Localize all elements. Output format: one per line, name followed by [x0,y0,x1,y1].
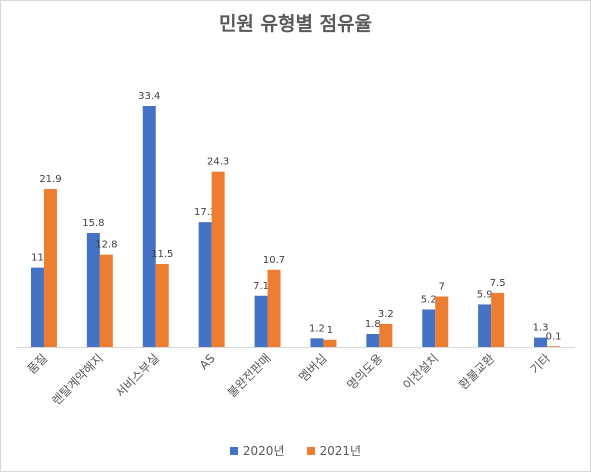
data-label-2021-4: 10.7 [263,255,285,266]
legend-label-2021: 2021년 [319,444,362,458]
bar-2021-3 [211,171,225,347]
legend-label-2020: 2020년 [242,444,285,458]
legend-item-2021: 2021년 [306,442,362,459]
x-tick-label-8: 환불교환 [456,351,497,392]
data-label-2021-8: 7.5 [490,278,506,289]
x-tick-label-1: 렌탈계약해지 [49,351,106,408]
data-label-2020-4: 7.1 [253,281,269,292]
bar-2021-8 [491,292,505,347]
bar-2020-5 [310,338,324,347]
bar-2021-0 [43,188,57,347]
data-label-2020-8: 5.9 [477,289,493,300]
legend-swatch-2020 [229,446,238,455]
data-label-2020-9: 1.3 [533,323,549,334]
x-tick-label-7: 이전설치 [400,351,441,392]
data-label-2021-0: 21.9 [39,174,61,185]
data-label-2021-3: 24.3 [207,157,229,168]
bar-2021-9 [547,346,561,347]
bar-2021-2 [155,264,169,347]
bar-2020-1 [86,232,100,347]
x-tick-label-5: 멤버십 [296,351,329,384]
bar-2020-7 [422,309,436,347]
data-label-2021-9: 0.1 [546,331,562,342]
data-label-2020-5: 1.2 [309,323,325,334]
x-tick-label-9: 기타 [528,351,554,377]
data-label-2020-0: 11 [31,253,44,264]
bar-2020-2 [142,106,156,347]
legend-item-2020: 2020년 [229,442,285,459]
chart-title: 민원 유형별 점유율 [218,13,373,35]
data-label-2020-1: 15.8 [82,218,104,229]
legend-swatch-2021 [306,446,315,455]
x-tick-label-3: AS [197,351,218,372]
bar-2021-7 [435,296,449,347]
data-label-2020-6: 1.8 [365,319,381,330]
chart-legend: 2020년 2021년 [0,442,591,459]
bar-2020-6 [366,334,380,347]
data-label-2021-2: 11.5 [151,249,173,260]
x-tick-label-6: 명의도용 [344,351,385,392]
bar-2021-6 [379,323,393,347]
x-tick-label-0: 품질 [25,351,51,377]
x-tick-label-4: 불완전판매 [225,351,274,400]
bar-2021-5 [323,339,337,347]
bar-2020-3 [198,222,212,347]
data-label-2021-6: 3.2 [378,309,394,320]
bar-2021-1 [99,254,113,347]
bar-2020-9 [534,337,548,347]
bar-2021-4 [267,269,281,347]
bar-2020-4 [254,295,268,347]
data-label-2020-3: 17.3 [194,207,216,218]
data-label-2021-1: 12.8 [95,240,117,251]
data-label-2021-5: 1 [327,325,333,336]
data-label-2020-7: 5.2 [421,294,437,305]
data-label-2021-7: 7 [439,281,445,292]
bar-2020-0 [30,267,44,347]
data-label-2020-2: 33.4 [138,91,160,102]
x-tick-label-2: 서비스부실 [113,351,162,400]
bar-2020-8 [478,304,492,347]
